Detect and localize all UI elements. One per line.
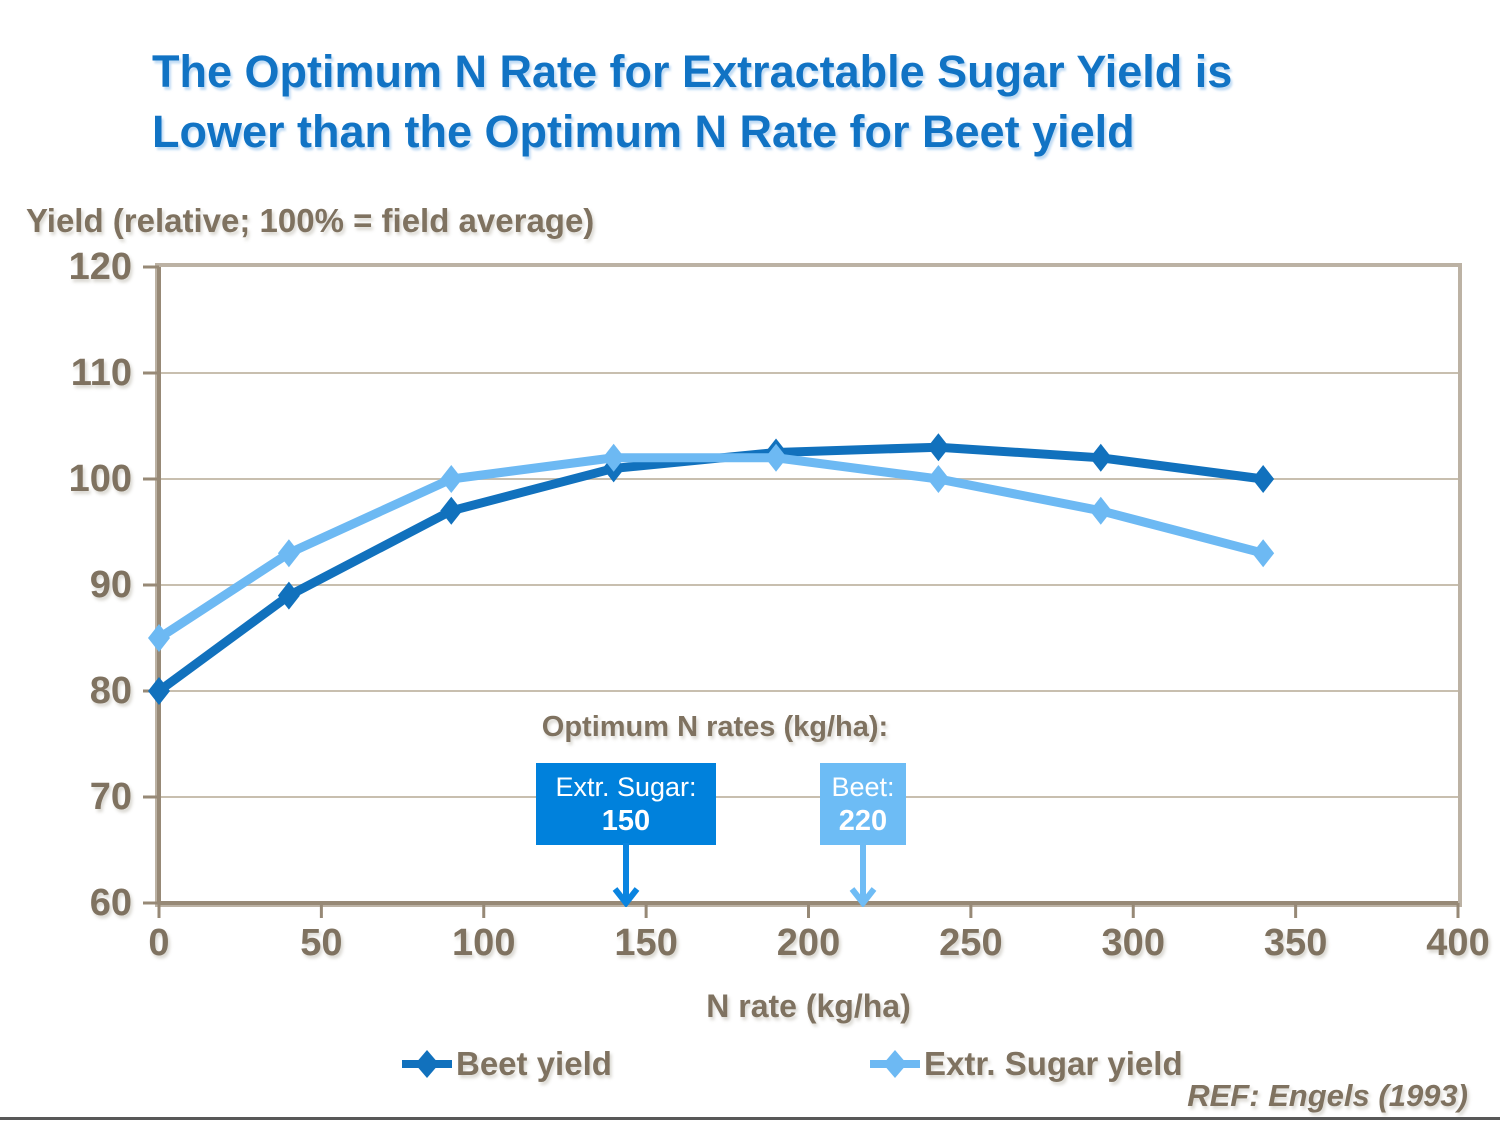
bottom-divider-line [0,1117,1500,1120]
annotation-box-extr-sugar-label: Extr. Sugar: [555,772,697,802]
x-tick-label-0: 0 [148,922,170,964]
data-point-marker [277,581,300,610]
annotation-box-extr-sugar-value: 150 [601,805,651,837]
chart-canvas [143,265,1460,918]
data-point-marker [602,443,625,472]
data-point-marker [765,443,788,472]
x-tick-label-200: 200 [776,922,841,964]
data-point-marker [440,496,463,525]
legend-marker-beet-icon [402,1050,452,1078]
annotation-box-beet-label: Beet: [831,772,895,802]
legend-item-beet-yield: Beet yield [402,1044,612,1084]
data-point-marker [148,677,170,705]
y-tick-label-60: 60 [89,882,132,924]
data-point-marker [277,539,300,568]
slide-title: The Optimum N Rate for Extractable Sugar… [152,42,1452,162]
y-tick-label-100: 100 [68,458,132,500]
reference-text: REF: Engels (1993) [1187,1078,1468,1113]
down-arrow-icon-extr-sugar [612,843,640,907]
data-point-marker [440,465,463,493]
x-axis-title: N rate (kg/ha) [706,988,911,1024]
data-point-marker [927,433,950,462]
y-axis-title: Yield (relative; 100% = field average) [26,202,595,239]
data-point-marker [1089,443,1112,472]
data-point-marker [1252,539,1275,568]
legend-label-extr-sugar-yield: Extr. Sugar yield [924,1045,1183,1082]
data-point-marker [1252,465,1275,493]
slide-title-line2: Lower than the Optimum N Rate for Beet y… [152,106,1135,157]
series-line-extr-sugar [156,453,1265,642]
y-tick-label-70: 70 [89,776,132,818]
x-tick-label-50: 50 [300,922,343,964]
annotation-heading: Optimum N rates (kg/ha): [541,711,889,743]
series-line-beet [156,442,1264,695]
annotation-box-beet-value: 220 [838,805,888,837]
legend-item-extr-sugar-yield: Extr. Sugar yield [870,1044,1183,1084]
legend-label-beet-yield: Beet yield [456,1045,612,1082]
data-point-marker [148,624,170,652]
x-tick-label-400: 400 [1426,922,1490,964]
x-tick-label-150: 150 [614,922,678,964]
plot-area [143,263,1462,918]
y-tick-label-120: 120 [68,246,132,288]
data-point-marker [927,465,950,493]
x-tick-label-250: 250 [939,922,1003,964]
slide-title-line1: The Optimum N Rate for Extractable Sugar… [152,46,1233,97]
y-tick-label-80: 80 [89,670,132,712]
legend-marker-extr-sugar-icon [870,1050,920,1078]
y-tick-label-110: 110 [70,352,132,394]
x-tick-label-100: 100 [452,922,516,964]
annotation-box-beet: Beet: 220 [820,763,906,845]
x-tick-label-350: 350 [1263,922,1328,964]
x-tick-label-300: 300 [1101,922,1165,964]
down-arrow-icon-beet [849,843,877,907]
y-tick-label-90: 90 [89,564,132,606]
annotation-box-extr-sugar: Extr. Sugar: 150 [536,763,716,845]
data-point-marker [1089,496,1112,525]
